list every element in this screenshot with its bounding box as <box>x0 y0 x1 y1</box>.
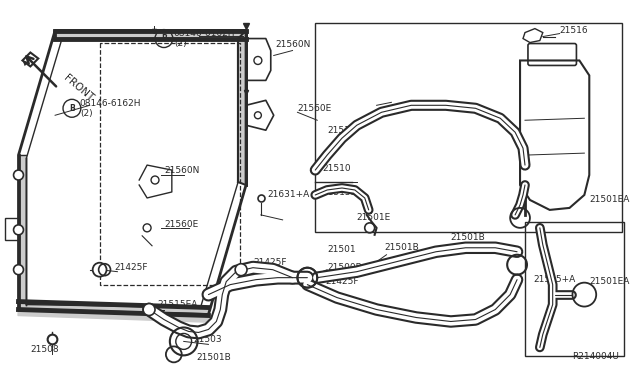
Text: R214004U: R214004U <box>572 352 619 361</box>
Circle shape <box>235 264 247 276</box>
Text: 21560E: 21560E <box>164 220 198 230</box>
Text: 21501B: 21501B <box>451 233 486 242</box>
Text: 21425F: 21425F <box>115 263 148 272</box>
Text: 08146-6162H: 08146-6162H <box>80 99 141 108</box>
Circle shape <box>13 170 24 180</box>
Text: 21560N: 21560N <box>276 40 311 49</box>
Text: 21425F: 21425F <box>325 277 358 286</box>
Bar <box>4 218 19 240</box>
Text: 21508: 21508 <box>30 345 59 354</box>
Text: 21501EA: 21501EA <box>589 277 630 286</box>
Text: 21503: 21503 <box>193 335 222 344</box>
Text: (2): (2) <box>80 109 92 118</box>
Bar <box>238 39 246 182</box>
Circle shape <box>13 225 24 235</box>
Bar <box>19 155 26 310</box>
Bar <box>525 222 624 356</box>
Text: 21501EA: 21501EA <box>589 195 630 205</box>
Circle shape <box>151 176 159 184</box>
Text: 21501B: 21501B <box>385 243 419 252</box>
Circle shape <box>254 57 262 64</box>
Circle shape <box>93 263 106 277</box>
Text: 21510: 21510 <box>322 164 351 173</box>
Text: 21515: 21515 <box>327 126 356 135</box>
Bar <box>55 31 246 39</box>
Text: 21501: 21501 <box>327 245 356 254</box>
Text: B: B <box>69 104 75 113</box>
Circle shape <box>255 112 261 119</box>
Text: 21515E: 21515E <box>322 189 356 198</box>
Bar <box>18 302 209 322</box>
Text: 21516: 21516 <box>559 26 588 35</box>
Text: 21425F: 21425F <box>253 258 287 267</box>
Circle shape <box>13 265 24 275</box>
Text: FRONT: FRONT <box>62 73 95 103</box>
Text: 21560E: 21560E <box>298 104 332 113</box>
Text: 21515EA: 21515EA <box>157 300 197 309</box>
Circle shape <box>143 224 151 232</box>
Text: 21560N: 21560N <box>164 166 199 174</box>
Bar <box>316 23 622 232</box>
Text: (2): (2) <box>174 39 186 48</box>
Text: 21501B: 21501B <box>196 353 231 362</box>
Text: 08146-6162H: 08146-6162H <box>174 29 236 38</box>
Text: 21631+A: 21631+A <box>268 190 310 199</box>
Circle shape <box>143 304 155 315</box>
Text: B: B <box>161 34 167 43</box>
Text: 21515+A: 21515+A <box>533 275 575 284</box>
Text: 21501E: 21501E <box>357 214 391 222</box>
Text: 21500B: 21500B <box>327 263 362 272</box>
